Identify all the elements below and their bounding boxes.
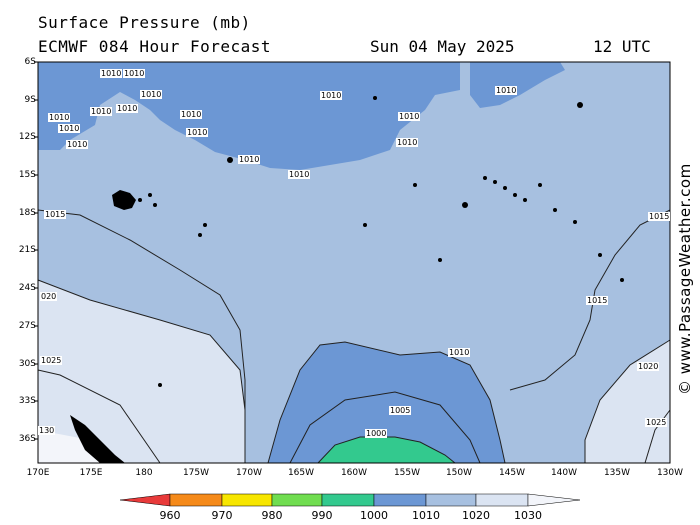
contour-label: 1010 <box>448 348 471 357</box>
lon-label: 175E <box>79 468 103 478</box>
lat-label: 18S <box>18 208 36 218</box>
fiji-islands <box>112 190 136 210</box>
lon-label: 150W <box>445 468 473 478</box>
lat-label: 12S <box>18 132 36 142</box>
lon-label: 155W <box>393 468 421 478</box>
lat-label: 33S <box>18 396 36 406</box>
contour-label: 1010 <box>116 104 139 113</box>
lon-label: 160W <box>340 468 368 478</box>
contour-label: 1010 <box>186 128 209 137</box>
contour-label: 1010 <box>180 110 203 119</box>
contour-label: 1010 <box>58 124 81 133</box>
contour-label: 1010 <box>288 170 311 179</box>
forecast-time: 12 UTC <box>593 37 651 56</box>
forecast-subtitle: ECMWF 084 Hour Forecast <box>38 37 272 56</box>
map-title: Surface Pressure (mb) <box>38 13 251 32</box>
lat-label: 30S <box>18 359 36 369</box>
pressure-band-below-1000 <box>318 437 455 463</box>
copyright-watermark: © www.PassageWeather.com <box>676 163 694 395</box>
contour-label: 1010 <box>398 112 421 121</box>
lon-label: 130W <box>656 468 684 478</box>
contour-label: 1010 <box>48 113 71 122</box>
legend-label: 1010 <box>412 509 440 522</box>
contour-label: 1010 <box>90 107 113 116</box>
contour-label: 1025 <box>40 356 63 365</box>
contour-label: 020 <box>40 292 58 301</box>
contour-label: 130 <box>38 426 56 435</box>
lat-label: 27S <box>18 321 36 331</box>
contour-label: 1000 <box>365 429 388 438</box>
legend-label: 1030 <box>514 509 542 522</box>
legend-label: 1000 <box>360 509 388 522</box>
legend-label: 960 <box>159 509 181 522</box>
lon-label: 180 <box>135 468 153 478</box>
contour-label: 1010 <box>320 91 343 100</box>
contour-label: 1025 <box>645 418 668 427</box>
pressure-band-1000-1010-ne <box>470 62 565 108</box>
lat-label: 15S <box>18 170 36 180</box>
lat-label: 36S <box>18 434 36 444</box>
contour-label: 1010 <box>238 155 261 164</box>
legend-label: 980 <box>261 509 283 522</box>
legend-label: 990 <box>311 509 333 522</box>
lon-label: 145W <box>498 468 526 478</box>
lat-label: 24S <box>18 283 36 293</box>
pressure-band-1000-1010-north <box>38 62 460 170</box>
pressure-legend-bar <box>119 493 581 507</box>
lon-label: 135W <box>603 468 631 478</box>
isobar-lines <box>37 209 671 464</box>
contour-label: 1015 <box>648 212 671 221</box>
contour-label: 1010 <box>100 69 123 78</box>
contour-label: 1015 <box>586 296 609 305</box>
new-zealand-north <box>70 415 125 463</box>
contour-label: 1010 <box>66 140 89 149</box>
map-frame <box>37 61 671 464</box>
legend-label: 970 <box>211 509 233 522</box>
contour-label: 1010 <box>140 90 163 99</box>
lon-label: 170E <box>26 468 50 478</box>
lat-label: 6S <box>24 57 36 67</box>
lat-label: 21S <box>18 245 36 255</box>
contour-label: 1010 <box>396 138 419 147</box>
lon-label: 165W <box>287 468 315 478</box>
lon-label: 170W <box>235 468 263 478</box>
contour-label: 1010 <box>495 86 518 95</box>
forecast-date: Sun 04 May 2025 <box>370 37 515 56</box>
pressure-band-1000-1010-south <box>268 342 505 463</box>
axis-ticks <box>34 61 38 440</box>
lon-label: 175W <box>182 468 210 478</box>
contour-label: 1010 <box>123 69 146 78</box>
contour-label: 1005 <box>389 406 412 415</box>
contour-label: 1015 <box>44 210 67 219</box>
pressure-band-1020-1030-west <box>38 280 245 463</box>
lat-label: 9S <box>24 95 36 105</box>
contour-label: 1020 <box>637 362 660 371</box>
legend-label: 1020 <box>462 509 490 522</box>
lon-label: 140W <box>550 468 578 478</box>
land-masses <box>70 96 624 463</box>
